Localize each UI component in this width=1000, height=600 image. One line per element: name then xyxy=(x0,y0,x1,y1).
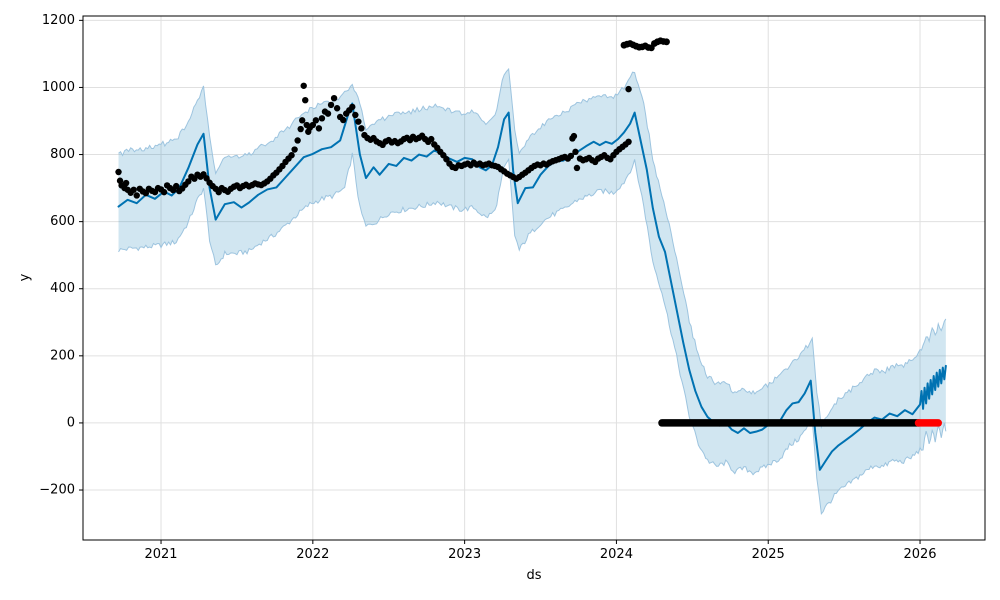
y-tick-label: 600 xyxy=(50,214,75,229)
plot-frame xyxy=(82,15,986,541)
forecast-line xyxy=(117,102,947,471)
observed-high-cluster xyxy=(620,37,670,52)
y-tick-label: 1000 xyxy=(42,80,75,95)
y-tick-label: −200 xyxy=(39,483,75,498)
uncertainty-band-upper-edge xyxy=(118,67,947,429)
x-tick-label: 2025 xyxy=(752,547,785,562)
x-tick-label: 2022 xyxy=(296,547,329,562)
observed-points xyxy=(115,82,632,199)
y-tick-label: 800 xyxy=(50,147,75,162)
x-tick-label: 2021 xyxy=(144,547,177,562)
x-tick-label: 2026 xyxy=(903,547,936,562)
x-tick-label: 2024 xyxy=(600,547,633,562)
gridlines xyxy=(83,16,985,540)
uncertainty-band xyxy=(118,69,946,514)
x-axis-label: ds xyxy=(526,568,542,583)
y-axis-label: y xyxy=(17,273,33,282)
y-tick-label: 0 xyxy=(67,415,75,430)
y-tick-label: 1200 xyxy=(42,13,75,28)
tick-marks xyxy=(79,19,921,544)
y-tick-label: 400 xyxy=(50,281,75,296)
tick-labels: 2021 2022 2023 2024 2025 2026 −200 0 200 400 600 80… xyxy=(39,13,936,562)
x-tick-label: 2023 xyxy=(448,547,481,562)
uncertainty-band-lower-edge xyxy=(118,152,947,515)
y-tick-label: 200 xyxy=(50,348,75,363)
